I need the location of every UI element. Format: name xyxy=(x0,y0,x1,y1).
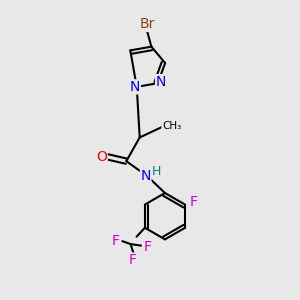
Text: CH₃: CH₃ xyxy=(162,121,181,130)
Text: F: F xyxy=(129,253,137,267)
Text: Br: Br xyxy=(139,17,154,32)
Text: N: N xyxy=(140,169,151,183)
Text: N: N xyxy=(130,80,140,94)
Text: N: N xyxy=(156,75,166,89)
Text: F: F xyxy=(189,195,197,209)
Text: F: F xyxy=(144,240,152,254)
Text: H: H xyxy=(152,165,161,178)
Text: F: F xyxy=(112,234,120,248)
Text: O: O xyxy=(96,150,107,164)
